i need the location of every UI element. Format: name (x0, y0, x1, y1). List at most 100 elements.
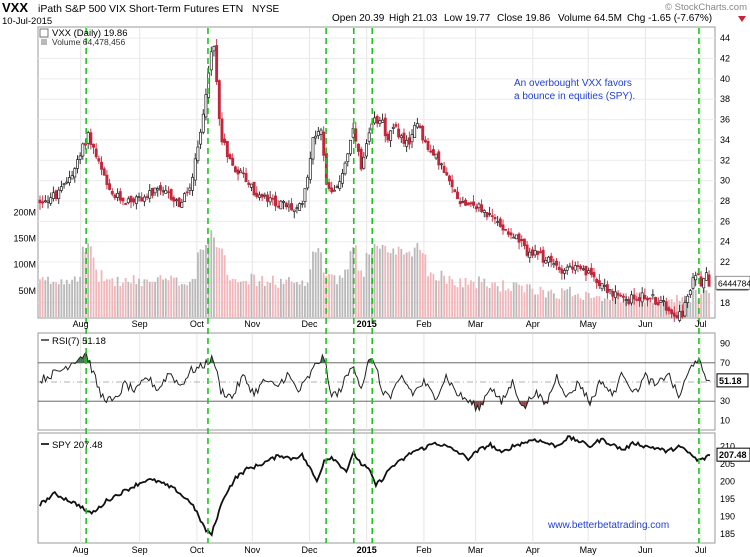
volume-bar (574, 294, 577, 317)
volume-bar (566, 289, 569, 317)
volume-bar (577, 293, 579, 317)
candle-body (161, 190, 165, 193)
volume-bar (611, 291, 614, 317)
candle-body (493, 217, 497, 220)
candle-body (180, 202, 184, 208)
volume-bar (344, 269, 346, 317)
rsi-last-value-box (716, 373, 749, 388)
volume-bar (496, 286, 499, 317)
volume-last-value: 6444784 (718, 278, 750, 288)
volume-bar (649, 300, 652, 317)
candle-body (362, 156, 366, 169)
volume-bar (397, 246, 400, 317)
candle-body (421, 125, 425, 141)
spy-legend-text: SPY 207.48 (52, 440, 103, 451)
spy-y-tick: 185 (720, 529, 735, 539)
candle-body (399, 135, 403, 139)
candle-body (158, 185, 162, 191)
candle-body (646, 298, 649, 301)
annotation-line-1: An overbought VXX favors (514, 78, 632, 89)
volume-bar (427, 276, 429, 317)
spy-y-tick: 210 (720, 441, 735, 451)
candle-body (563, 270, 567, 274)
candle-body (595, 279, 599, 284)
volume-bar (114, 285, 116, 317)
volume-bar (370, 253, 373, 317)
candle-body (466, 202, 470, 206)
x-tick-label: Sep (132, 545, 148, 555)
volume-bar (705, 290, 708, 317)
volume-bar (231, 278, 234, 317)
price-y-tick: 24 (720, 237, 730, 247)
volume-bar (558, 298, 561, 317)
candle-body (236, 169, 240, 175)
volume-bar (325, 276, 328, 317)
volume-bar (598, 296, 601, 317)
candle-body (589, 267, 593, 275)
candle-body (477, 203, 481, 209)
candle-body (354, 128, 358, 142)
volume-bar (199, 249, 202, 317)
volume-bar (261, 276, 264, 317)
volume-bar (544, 297, 547, 317)
candle-body (284, 202, 288, 208)
volume-bar (587, 293, 590, 317)
volume-bar (341, 277, 344, 317)
volume-bar (151, 281, 154, 317)
candle-body (619, 294, 623, 297)
candle-body (338, 181, 342, 189)
candle-body (482, 210, 486, 213)
volume-bar (245, 281, 247, 317)
candle-body (552, 263, 556, 266)
candle-body (255, 192, 259, 197)
volume-bar (162, 279, 165, 317)
candle-body (402, 132, 406, 144)
volume-bar (593, 297, 595, 317)
annotation-line-2: a bounce in equities (SPY). (514, 91, 635, 102)
candle-body (605, 284, 609, 294)
open-label: Open 20.39 (332, 13, 385, 24)
volume-bar (47, 276, 49, 317)
candle-body (121, 197, 125, 202)
candle-body (89, 132, 93, 145)
candle-body (199, 131, 203, 145)
candle-body (458, 201, 462, 205)
candle-body (656, 302, 660, 306)
candle-body (632, 294, 636, 300)
rsi-y-tick: 30 (720, 396, 730, 406)
candle-body (41, 201, 45, 204)
candle-body (54, 190, 58, 200)
volume-bar (373, 243, 376, 317)
volume-bar (191, 278, 194, 317)
volume-bar (403, 254, 405, 317)
x-tick-label: Jun (638, 545, 653, 555)
candle-body (613, 291, 617, 298)
x-tick-label: Apr (526, 319, 540, 329)
candle-body (621, 295, 625, 298)
candle-body (418, 125, 422, 128)
source-label: © StockCharts.com (665, 2, 747, 13)
volume-bar (660, 301, 662, 317)
candle-body (231, 157, 235, 166)
candle-body (105, 174, 109, 185)
volume-bar (461, 287, 464, 317)
x-tick-label: Nov (244, 319, 261, 329)
volume-bar (269, 283, 272, 317)
volume-bar (469, 280, 472, 317)
volume-bar (159, 275, 162, 317)
price-legend: VXX (Daily) 19.86 Volume 64,478,456 (39, 28, 128, 47)
volume-bar (346, 269, 349, 317)
volume-bar (560, 288, 563, 317)
x-tick-label: Aug (73, 545, 89, 555)
candle-body (702, 278, 706, 289)
candle-body (92, 143, 95, 148)
volume-bar (103, 281, 106, 317)
volume-bar (304, 285, 306, 317)
candle-body (509, 232, 513, 236)
candle-body (193, 158, 197, 181)
candle-body (295, 207, 299, 210)
volume-bar (298, 284, 301, 317)
candle-body (648, 297, 652, 300)
volume-bar (39, 279, 41, 317)
volume-bar (52, 281, 55, 317)
